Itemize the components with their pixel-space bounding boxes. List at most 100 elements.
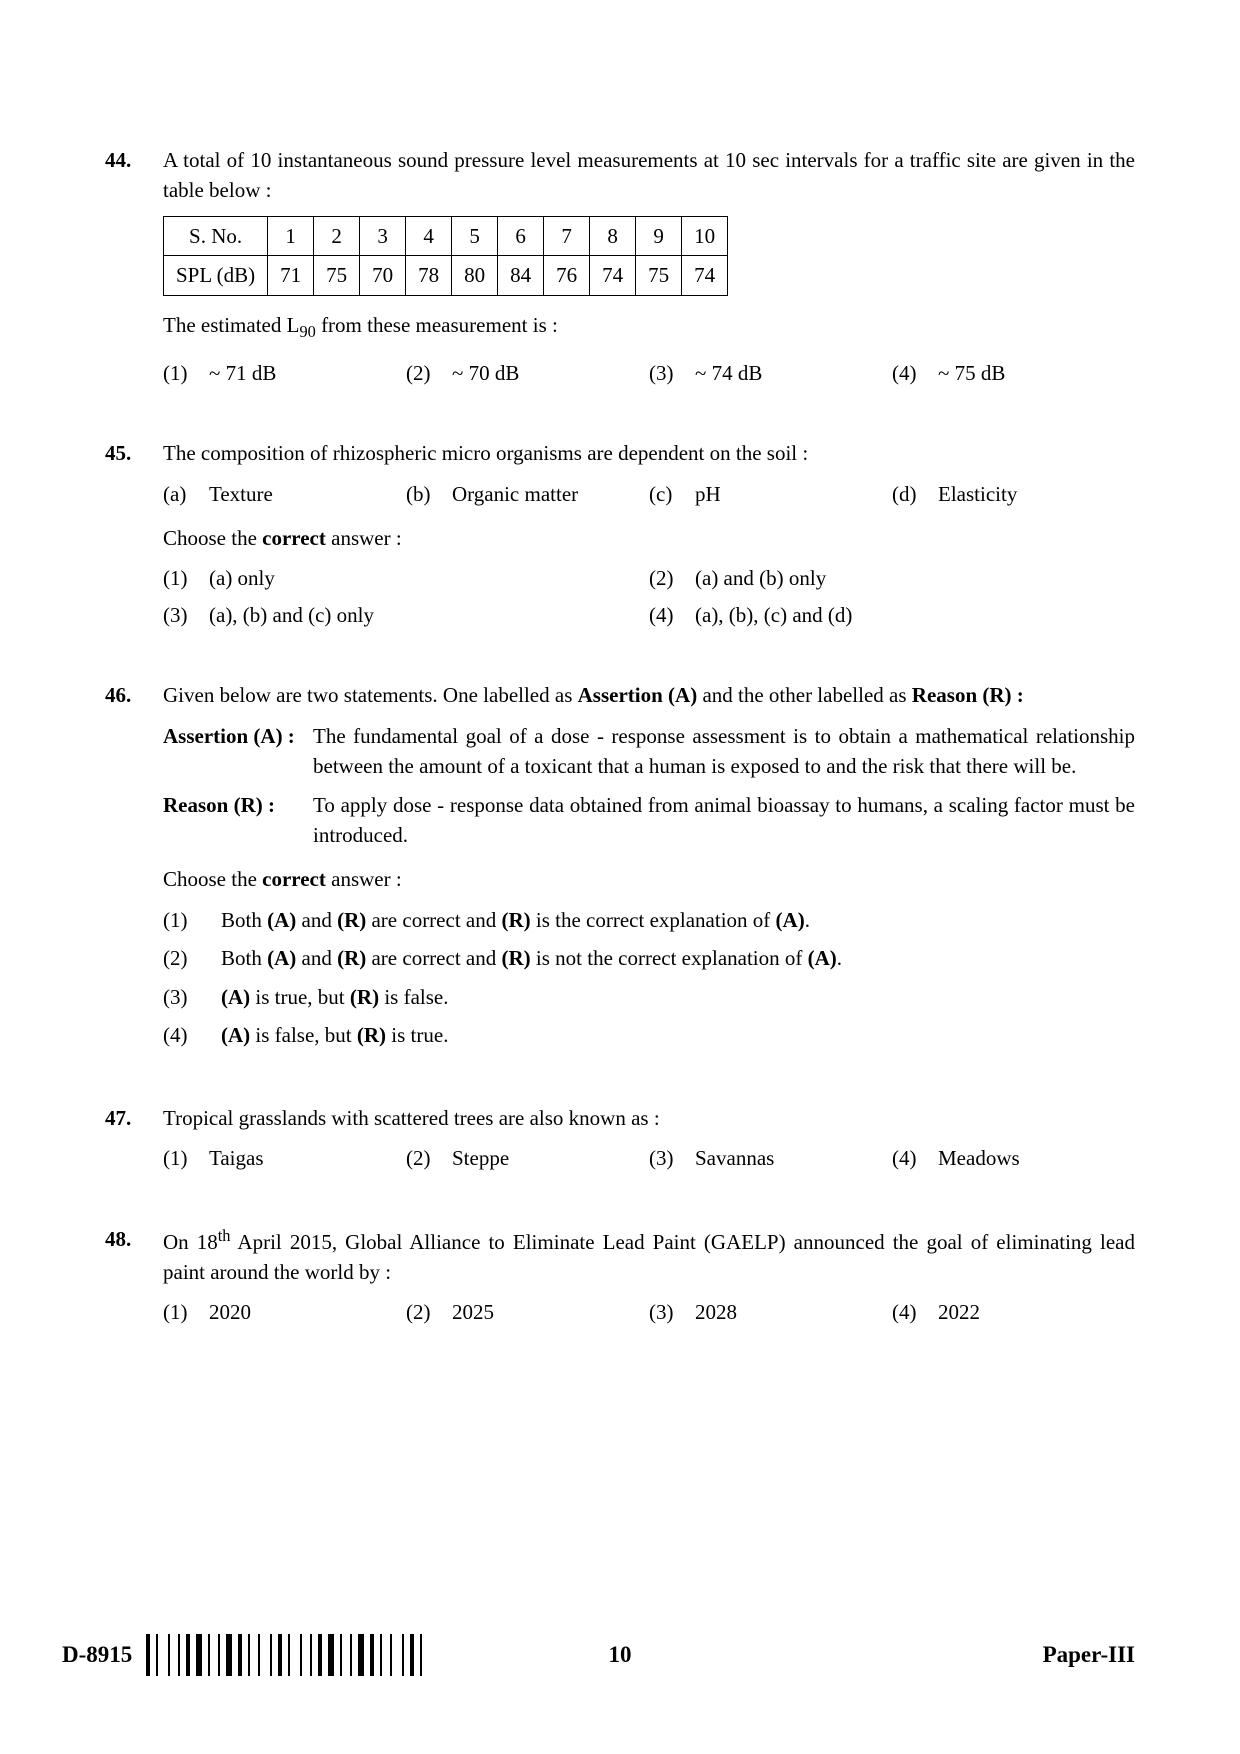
- option: (4)2022: [892, 1297, 1135, 1327]
- option-text: (a) and (b) only: [695, 563, 826, 593]
- spl-table: S. No. 1 2 3 4 5 6 7 8 9 10 SPL (dB) 71 …: [163, 216, 728, 296]
- paper-code: D-8915: [62, 1638, 132, 1671]
- option: (2)(a) and (b) only: [649, 563, 1135, 593]
- text-fragment: answer :: [326, 526, 402, 550]
- question-stem: Given below are two statements. One labe…: [163, 680, 1135, 710]
- option-label: (1): [163, 1143, 209, 1173]
- bold-text: (A): [267, 908, 296, 932]
- sub-option: (c)pH: [649, 479, 892, 509]
- option-text: 2028: [695, 1297, 737, 1327]
- option: (2)Steppe: [406, 1143, 649, 1173]
- text-fragment: .: [805, 908, 810, 932]
- question-stem: Tropical grasslands with scattered trees…: [163, 1103, 1135, 1133]
- option-text: Meadows: [938, 1143, 1020, 1173]
- sub-option: (b)Organic matter: [406, 479, 649, 509]
- question-subtext: The estimated L90 from these measurement…: [163, 310, 1135, 344]
- option-label: (c): [649, 479, 695, 509]
- text-fragment: Given below are two statements. One labe…: [163, 683, 578, 707]
- option-label: (1): [163, 1297, 209, 1327]
- choose-prompt: Choose the correct answer :: [163, 864, 1135, 894]
- page-footer: D-8915 10 Paper-III: [0, 1634, 1240, 1676]
- bold-text: (A): [221, 1023, 250, 1047]
- option: (1) Both (A) and (R) are correct and (R)…: [163, 905, 1135, 935]
- option-label: (2): [406, 1297, 452, 1327]
- assertion-label: Assertion (A) :: [163, 721, 313, 782]
- option-text: ~ 75 dB: [938, 358, 1005, 388]
- option-label: (3): [649, 1297, 695, 1327]
- option: (1)2020: [163, 1297, 406, 1327]
- question-45: 45. The composition of rhizospheric micr…: [105, 438, 1135, 636]
- option-label: (2): [649, 563, 695, 593]
- text-fragment: answer :: [326, 867, 402, 891]
- option: (1)Taigas: [163, 1143, 406, 1173]
- bold-text: correct: [262, 867, 326, 891]
- reason-text: To apply dose - response data obtained f…: [313, 790, 1135, 851]
- option-text: Steppe: [452, 1143, 509, 1173]
- option-text: (a) only: [209, 563, 275, 593]
- option-label: (2): [163, 943, 221, 973]
- option: (4)(a), (b), (c) and (d): [649, 600, 1135, 630]
- question-stem: The composition of rhizospheric micro or…: [163, 438, 1135, 468]
- option: (4) (A) is false, but (R) is true.: [163, 1020, 1135, 1050]
- page-number: 10: [609, 1638, 632, 1671]
- table-cell: 1: [268, 216, 314, 255]
- bold-text: (A): [267, 946, 296, 970]
- question-number: 44.: [105, 145, 163, 394]
- option: (3) (A) is true, but (R) is false.: [163, 982, 1135, 1012]
- option: (4)~ 75 dB: [892, 358, 1135, 388]
- bold-text: (R): [501, 946, 530, 970]
- bold-text: (R): [501, 908, 530, 932]
- option-label: (1): [163, 358, 209, 388]
- table-cell: 7: [544, 216, 590, 255]
- option-label: (1): [163, 563, 209, 593]
- question-body: A total of 10 instantaneous sound pressu…: [163, 145, 1135, 394]
- text-fragment: Choose the: [163, 867, 262, 891]
- question-48: 48. On 18th April 2015, Global Alliance …: [105, 1224, 1135, 1334]
- question-body: On 18th April 2015, Global Alliance to E…: [163, 1224, 1135, 1334]
- bold-text: (R): [337, 908, 366, 932]
- option-label: (4): [649, 600, 695, 630]
- bold-text: Reason (R) :: [912, 683, 1024, 707]
- text-fragment: Choose the: [163, 526, 262, 550]
- table-cell: 75: [314, 256, 360, 295]
- options-row: (1)2020 (2)2025 (3)2028 (4)2022: [163, 1297, 1135, 1327]
- text-fragment: is true.: [386, 1023, 448, 1047]
- paper-label: Paper-III: [1043, 1638, 1135, 1671]
- bold-text: (A): [221, 985, 250, 1009]
- option-text: 2022: [938, 1297, 980, 1327]
- options-row: (3)(a), (b) and (c) only (4)(a), (b), (c…: [163, 600, 1135, 630]
- table-row: SPL (dB) 71 75 70 78 80 84 76 74 75 74: [164, 256, 728, 295]
- bold-text: (R): [350, 985, 379, 1009]
- option-text: 2025: [452, 1297, 494, 1327]
- text-fragment: The estimated L: [163, 313, 299, 337]
- table-cell: 70: [360, 256, 406, 295]
- option-text: Taigas: [209, 1143, 264, 1173]
- reason-block: Reason (R) : To apply dose - response da…: [163, 790, 1135, 851]
- option-label: (3): [163, 600, 209, 630]
- text-fragment: are correct and: [366, 946, 501, 970]
- option-text: ~ 70 dB: [452, 358, 519, 388]
- option-text: (a), (b) and (c) only: [209, 600, 374, 630]
- option: (3)2028: [649, 1297, 892, 1327]
- question-46: 46. Given below are two statements. One …: [105, 680, 1135, 1058]
- text-fragment: and: [296, 908, 337, 932]
- question-body: The composition of rhizospheric micro or…: [163, 438, 1135, 636]
- text-fragment: is false.: [379, 985, 448, 1009]
- bold-text: (R): [337, 946, 366, 970]
- question-number: 46.: [105, 680, 163, 1058]
- table-row: S. No. 1 2 3 4 5 6 7 8 9 10: [164, 216, 728, 255]
- question-stem: On 18th April 2015, Global Alliance to E…: [163, 1224, 1135, 1288]
- option-label: (4): [892, 1297, 938, 1327]
- option-label: (4): [163, 1020, 221, 1050]
- bold-text: (R): [357, 1023, 386, 1047]
- table-cell: 4: [406, 216, 452, 255]
- text-fragment: and: [296, 946, 337, 970]
- option: (2) Both (A) and (R) are correct and (R)…: [163, 943, 1135, 973]
- table-cell: 5: [452, 216, 498, 255]
- option-label: (2): [406, 358, 452, 388]
- option-text: Texture: [209, 479, 273, 509]
- text-fragment: is true, but: [250, 985, 350, 1009]
- sub-options-row: (a)Texture (b)Organic matter (c)pH (d)El…: [163, 479, 1135, 509]
- subscript: 90: [299, 322, 315, 341]
- bold-text: (A): [808, 946, 837, 970]
